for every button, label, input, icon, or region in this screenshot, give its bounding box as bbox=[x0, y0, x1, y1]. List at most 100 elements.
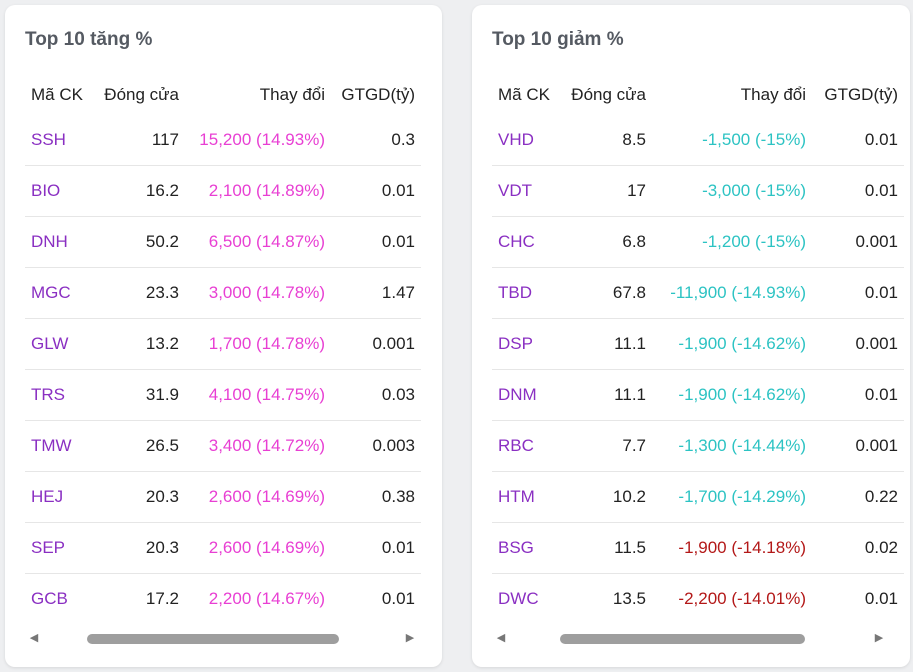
stock-symbol-link[interactable]: RBC bbox=[492, 420, 560, 472]
col-header-symbol[interactable]: Mã CK bbox=[31, 85, 83, 104]
trade-value: 0.01 bbox=[812, 165, 904, 217]
close-price: 16.2 bbox=[93, 165, 185, 217]
stock-symbol-link[interactable]: VHD bbox=[492, 115, 560, 166]
trade-value: 1.47 bbox=[331, 267, 421, 319]
table-row[interactable]: SSH 117 15,200 (14.93%) 0.3 bbox=[25, 115, 421, 166]
price-change: 2,600 (14.69%) bbox=[185, 471, 331, 523]
stock-symbol-link[interactable]: GLW bbox=[25, 318, 93, 370]
trade-value: 0.001 bbox=[331, 318, 421, 370]
stock-symbol-link[interactable]: SSH bbox=[25, 115, 93, 166]
price-change: -3,000 (-15%) bbox=[652, 165, 812, 217]
table-row[interactable]: TRS 31.9 4,100 (14.75%) 0.03 bbox=[25, 369, 421, 421]
table-row[interactable]: DSP 11.1 -1,900 (-14.62%) 0.001 bbox=[492, 318, 904, 370]
trade-value: 0.22 bbox=[812, 471, 904, 523]
scrollbar-thumb[interactable] bbox=[560, 634, 805, 644]
table-row[interactable]: GLW 13.2 1,700 (14.78%) 0.001 bbox=[25, 318, 421, 370]
trade-value: 0.01 bbox=[864, 589, 898, 608]
col-header-change[interactable]: Thay đổi bbox=[259, 85, 325, 104]
stock-symbol-link[interactable]: TBD bbox=[492, 267, 560, 319]
table-row[interactable]: SEP 20.3 2,600 (14.69%) 0.01 bbox=[25, 522, 421, 574]
losers-table: Mã CK Đóng cửa Thay đổi GTGD(tỷ) VHD 8.5-… bbox=[492, 75, 904, 624]
col-header-close[interactable]: Đóng cửa bbox=[104, 85, 179, 104]
scroll-left-icon[interactable]: ◀ bbox=[496, 632, 506, 644]
stock-symbol-link[interactable]: GCB bbox=[31, 589, 68, 608]
close-price: 50.2 bbox=[93, 216, 185, 268]
close-price: 31.9 bbox=[93, 369, 185, 421]
gainers-table: Mã CK Đóng cửa Thay đổi GTGD(tỷ) SSH 117 1… bbox=[25, 75, 421, 624]
price-change: 1,700 (14.78%) bbox=[185, 318, 331, 370]
scroll-right-icon[interactable]: ▶ bbox=[874, 632, 884, 644]
price-change: -1,900 (-14.62%) bbox=[652, 369, 812, 421]
col-header-value[interactable]: GTGD(tỷ) bbox=[341, 85, 415, 104]
close-price: 13.5 bbox=[612, 589, 646, 608]
stock-symbol-link[interactable]: SEP bbox=[25, 522, 93, 574]
close-price: 67.8 bbox=[560, 267, 652, 319]
horizontal-scrollbar[interactable]: ◀ ▶ bbox=[25, 629, 421, 649]
stock-symbol-link[interactable]: DSP bbox=[492, 318, 560, 370]
trade-value: 0.01 bbox=[812, 115, 904, 166]
table-row[interactable]: VDT 17 -3,000 (-15%) 0.01 bbox=[492, 165, 904, 217]
stock-symbol-link[interactable]: HTM bbox=[492, 471, 560, 523]
stock-symbol-link[interactable]: BSG bbox=[492, 522, 560, 574]
close-price: 11.1 bbox=[560, 369, 652, 421]
table-row[interactable]: DNM 11.1 -1,900 (-14.62%) 0.01 bbox=[492, 369, 904, 421]
table-row[interactable]: MGC 23.3 3,000 (14.78%) 1.47 bbox=[25, 267, 421, 319]
table-row[interactable]: HTM 10.2 -1,700 (-14.29%) 0.22 bbox=[492, 471, 904, 523]
col-header-close[interactable]: Đóng cửa bbox=[571, 85, 646, 104]
table-row[interactable]: CHC 6.8 -1,200 (-15%) 0.001 bbox=[492, 216, 904, 268]
close-price: 26.5 bbox=[93, 420, 185, 472]
stock-symbol-link[interactable]: TRS bbox=[25, 369, 93, 421]
price-change: 3,400 (14.72%) bbox=[185, 420, 331, 472]
table-row[interactable]: DWC 13.5 -2,200 (-14.01%) 0.01 bbox=[492, 574, 904, 625]
stock-symbol-link[interactable]: BIO bbox=[25, 165, 93, 217]
table-row[interactable]: RBC 7.7 -1,300 (-14.44%) 0.001 bbox=[492, 420, 904, 472]
trade-value: 0.3 bbox=[331, 115, 421, 166]
trade-value: 0.001 bbox=[812, 318, 904, 370]
table-row[interactable]: TMW 26.5 3,400 (14.72%) 0.003 bbox=[25, 420, 421, 472]
stock-symbol-link[interactable]: HEJ bbox=[25, 471, 93, 523]
table-row[interactable]: BSG 11.5 -1,900 (-14.18%) 0.02 bbox=[492, 522, 904, 574]
horizontal-scrollbar[interactable]: ◀ ▶ bbox=[492, 629, 890, 649]
price-change: 3,000 (14.78%) bbox=[185, 267, 331, 319]
table-row[interactable]: VHD 8.5 -1,500 (-15%) 0.01 bbox=[492, 115, 904, 166]
table-row[interactable]: BIO 16.2 2,100 (14.89%) 0.01 bbox=[25, 165, 421, 217]
panel-title: Top 10 tăng % bbox=[25, 29, 153, 50]
close-price: 11.5 bbox=[560, 522, 652, 574]
col-header-value[interactable]: GTGD(tỷ) bbox=[824, 85, 898, 104]
stock-symbol-link[interactable]: TMW bbox=[25, 420, 93, 472]
top-gainers-panel: Top 10 tăng % Mã CK Đóng cửa Thay đổi GT… bbox=[5, 5, 442, 667]
table-row[interactable]: HEJ 20.3 2,600 (14.69%) 0.38 bbox=[25, 471, 421, 523]
stock-symbol-link[interactable]: MGC bbox=[25, 267, 93, 319]
losers-table-wrapper: Mã CK Đóng cửa Thay đổi GTGD(tỷ) VHD 8.5-… bbox=[492, 75, 904, 624]
trade-value: 0.01 bbox=[812, 267, 904, 319]
price-change: -1,900 (-14.18%) bbox=[652, 522, 812, 574]
trade-value: 0.01 bbox=[381, 589, 415, 608]
scroll-right-icon[interactable]: ▶ bbox=[405, 632, 415, 644]
table-row[interactable]: DNH 50.2 6,500 (14.87%) 0.01 bbox=[25, 216, 421, 268]
table-row[interactable]: TBD 67.8 -11,900 (-14.93%) 0.01 bbox=[492, 267, 904, 319]
scroll-left-icon[interactable]: ◀ bbox=[29, 632, 39, 644]
price-change: -1,500 (-15%) bbox=[652, 115, 812, 166]
close-price: 10.2 bbox=[560, 471, 652, 523]
table-header-row: Mã CK Đóng cửa Thay đổi GTGD(tỷ) bbox=[492, 75, 904, 115]
close-price: 20.3 bbox=[93, 522, 185, 574]
close-price: 13.2 bbox=[93, 318, 185, 370]
stock-symbol-link[interactable]: VDT bbox=[492, 165, 560, 217]
price-change: 15,200 (14.93%) bbox=[185, 115, 331, 166]
col-header-change[interactable]: Thay đổi bbox=[740, 85, 806, 104]
scrollbar-thumb[interactable] bbox=[87, 634, 339, 644]
price-change: 2,600 (14.69%) bbox=[185, 522, 331, 574]
trade-value: 0.03 bbox=[331, 369, 421, 421]
close-price: 7.7 bbox=[560, 420, 652, 472]
trade-value: 0.02 bbox=[812, 522, 904, 574]
stock-symbol-link[interactable]: DNH bbox=[25, 216, 93, 268]
stock-symbol-link[interactable]: CHC bbox=[492, 216, 560, 268]
stock-symbol-link[interactable]: DWC bbox=[498, 589, 539, 608]
price-change: 2,100 (14.89%) bbox=[185, 165, 331, 217]
table-row[interactable]: GCB 17.2 2,200 (14.67%) 0.01 bbox=[25, 574, 421, 625]
col-header-symbol[interactable]: Mã CK bbox=[498, 85, 550, 104]
trade-value: 0.01 bbox=[331, 522, 421, 574]
trade-value: 0.003 bbox=[331, 420, 421, 472]
stock-symbol-link[interactable]: DNM bbox=[492, 369, 560, 421]
price-change: 4,100 (14.75%) bbox=[185, 369, 331, 421]
